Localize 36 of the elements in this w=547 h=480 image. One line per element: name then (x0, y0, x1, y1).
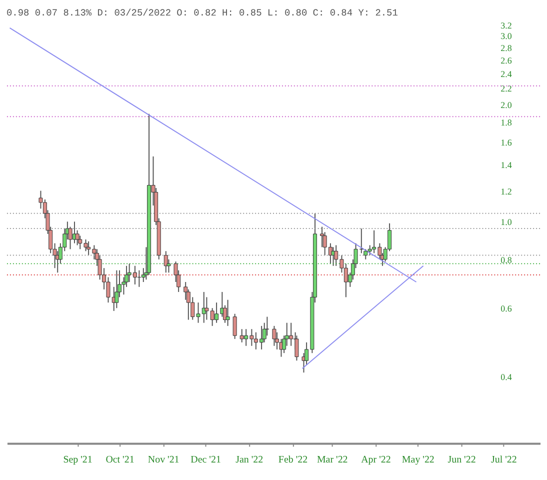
candlestick (240, 328, 244, 343)
y-tick-label: 0.4 (500, 372, 512, 382)
y-tick-label: 2.6 (500, 55, 512, 66)
candlestick (344, 263, 348, 298)
candlestick (164, 250, 168, 274)
y-tick-label: 1.6 (500, 138, 512, 148)
y-tick-label: 1.0 (500, 217, 512, 228)
candlestick (214, 302, 219, 324)
y-tick-label: 0.8 (500, 254, 512, 265)
y-tick-label: 2.0 (500, 100, 512, 110)
y-tick-label: 2.2 (500, 84, 512, 94)
y-tick-label: 1.4 (500, 160, 512, 170)
x-tick-label: Apr '22 (361, 454, 391, 466)
y-tick-label: 3.2 (500, 20, 512, 30)
x-tick-label: Feb '22 (278, 454, 308, 466)
y-tick-label: 0.6 (500, 304, 512, 314)
chart-title: 0.98 0.07 8.13% D: 03/25/2022 O: 0.82 H: 0.85 L: 0.80 C: 0.84 Y: 2.51 (6, 7, 398, 18)
x-tick-label: Mar '22 (316, 454, 348, 466)
y-tick-label: 2.8 (500, 42, 512, 53)
candlestick (226, 299, 230, 326)
x-tick-label: May '22 (402, 454, 434, 466)
x-tick-label: Jan '22 (236, 454, 264, 466)
x-tick-label: Oct '21 (106, 454, 134, 466)
y-tick-label: 3.0 (500, 31, 512, 42)
candlestick (114, 270, 119, 309)
x-tick-label: Nov '21 (148, 454, 180, 466)
candlestick (232, 313, 237, 340)
y-tick-label: 2.4 (500, 68, 512, 79)
candlestick (75, 230, 80, 246)
x-tick-label: Jul '22 (491, 454, 517, 466)
y-tick-label: 1.2 (500, 186, 512, 196)
x-tick-label: Jun '22 (448, 454, 476, 466)
x-tick-label: Dec '21 (190, 454, 221, 466)
y-tick-label: 1.8 (500, 118, 512, 128)
candlestick (272, 325, 276, 346)
x-tick-label: Sep '21 (63, 454, 92, 466)
